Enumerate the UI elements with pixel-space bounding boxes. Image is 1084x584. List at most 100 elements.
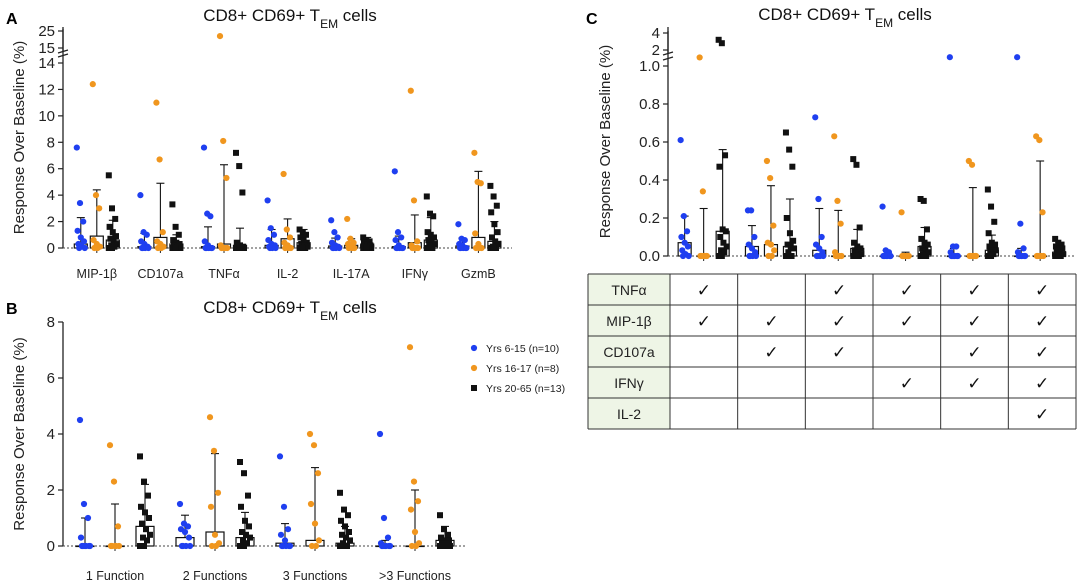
a-point: [112, 215, 119, 222]
a-ytick-label: 8: [47, 134, 55, 151]
a-point: [264, 197, 271, 204]
c-point: [984, 253, 991, 259]
a-point: [487, 245, 494, 251]
b-point: [441, 526, 447, 533]
a-point: [425, 237, 432, 244]
a-point: [81, 244, 88, 252]
table-check-mark: ✓: [1035, 312, 1049, 331]
table-check-mark: ✓: [832, 343, 846, 362]
a-ytick-label: 14: [38, 55, 55, 72]
a-point: [360, 234, 367, 241]
b-letter: B: [6, 301, 18, 318]
a-point: [303, 231, 309, 238]
a-point: [471, 149, 478, 156]
c-point: [992, 241, 999, 248]
table-check-mark: ✓: [967, 343, 981, 362]
c-point: [790, 245, 797, 252]
a-point: [203, 244, 210, 252]
b-point: [337, 543, 343, 549]
a-point: [239, 189, 246, 196]
c-ytick-label: 0.6: [639, 134, 660, 151]
a-point: [427, 245, 433, 251]
b-point: [137, 543, 143, 549]
c-point: [988, 239, 995, 246]
a-point: [299, 229, 306, 236]
a-point: [109, 205, 115, 212]
a-point: [348, 244, 356, 252]
c-point: [701, 252, 708, 260]
a-point: [461, 236, 468, 244]
c-point: [696, 54, 703, 61]
a-point: [170, 237, 177, 244]
a-point: [89, 81, 96, 88]
c-point: [1052, 243, 1059, 250]
b-point: [407, 506, 415, 513]
c-point: [1058, 241, 1065, 248]
table-check-mark: ✓: [967, 374, 981, 393]
c-point: [715, 253, 722, 259]
a-point: [300, 237, 307, 244]
c-point: [789, 163, 796, 170]
a-break-mark: [57, 53, 69, 58]
a-point: [172, 245, 179, 251]
a-ytick-label: 0: [47, 240, 55, 257]
c-point: [718, 253, 725, 259]
c-point: [925, 249, 932, 256]
a-point: [455, 221, 462, 228]
c-point: [1039, 209, 1046, 216]
legend-marker: [470, 364, 478, 372]
c-point: [985, 230, 992, 237]
b-point: [380, 514, 388, 522]
c-point: [678, 233, 685, 241]
b-point: [277, 531, 285, 538]
b-point: [242, 517, 248, 524]
a-ytick-label: 6: [47, 161, 55, 178]
a-point: [363, 245, 370, 251]
b-point: [312, 542, 320, 550]
a-point: [487, 182, 494, 189]
a-category-label: TNFα: [208, 267, 240, 281]
b-point: [441, 543, 447, 549]
c-point: [680, 213, 687, 220]
b-point: [445, 531, 451, 538]
b-point: [346, 529, 352, 535]
b-point: [239, 529, 245, 535]
a-point: [233, 149, 239, 156]
a-point: [472, 230, 479, 237]
c-point: [988, 253, 995, 259]
a-point: [137, 192, 144, 199]
table-check-mark: ✓: [1035, 281, 1049, 300]
b-point: [243, 531, 249, 538]
b-point: [237, 459, 243, 465]
b-ytick-label: 6: [47, 370, 55, 387]
c-point: [918, 235, 925, 242]
a-point: [73, 144, 80, 151]
legend: Yrs 6-15 (n=10) Yrs 16-17 (n=8) Yrs 20-65 …: [470, 343, 565, 395]
a-point: [200, 144, 208, 151]
b-point: [276, 453, 284, 460]
b-point: [211, 531, 219, 538]
b-category-label: 3 Functions: [283, 569, 348, 583]
c-point: [718, 40, 725, 47]
a-point: [80, 238, 88, 245]
a-point: [476, 244, 483, 252]
c-point: [854, 243, 861, 250]
a-point: [490, 245, 497, 251]
b-point: [339, 531, 345, 538]
c-point: [722, 152, 729, 159]
table-check-mark: ✓: [1035, 374, 1049, 393]
c-point: [679, 252, 687, 260]
a-point: [285, 244, 292, 252]
c-point: [723, 243, 730, 250]
b-point: [284, 526, 292, 533]
a-point: [410, 197, 418, 204]
panel-c: C CD8+ CD69+ TEM cells 0.0 0.2 0.4 0.6 0.8 1.02…: [586, 5, 1077, 430]
c-ytick-label: 0.0: [639, 248, 660, 265]
a-point: [334, 234, 341, 241]
c-point: [1055, 253, 1062, 259]
a-point: [236, 163, 243, 170]
a-point: [109, 245, 115, 251]
c-point: [986, 243, 993, 250]
a-point: [236, 245, 243, 251]
c-point: [771, 247, 778, 254]
